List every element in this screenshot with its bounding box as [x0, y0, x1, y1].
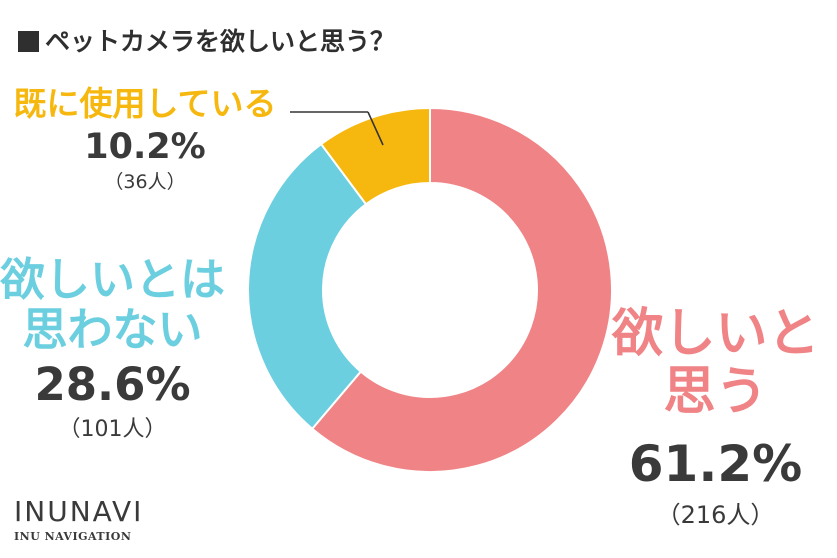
- chart-title: ペットカメラを欲しいと思う？: [18, 22, 395, 58]
- title-square-icon: [18, 31, 39, 52]
- label-want: 欲しいと 思う 61.2% （216人）: [608, 305, 823, 530]
- slice-label-notwant-line1: 欲しいとは: [0, 253, 226, 306]
- slice-percent-want: 61.2%: [628, 435, 803, 494]
- label-using: 既に使用している 10.2% （36人）: [10, 84, 280, 194]
- donut-slice-notwant: [247, 142, 368, 431]
- donut-slice-want: [310, 106, 613, 473]
- slice-count-using: （36人）: [104, 170, 186, 193]
- slice-percent-using: 10.2%: [84, 126, 206, 167]
- chart-title-text: ペットカメラを欲しいと思う？: [45, 27, 396, 56]
- slice-label-want-line1: 欲しいと: [611, 304, 820, 364]
- logo-main-text: INUNAVI: [14, 495, 144, 528]
- donut-slice-using: [319, 106, 431, 206]
- slice-label-using-line1: 既に使用している: [13, 84, 277, 123]
- logo-sub-text: INU NAVIGATION: [14, 530, 132, 543]
- label-notwant: 欲しいとは 思わない 28.6% （101人）: [0, 253, 226, 443]
- slice-percent-notwant: 28.6%: [34, 357, 191, 411]
- slice-count-want: （216人）: [656, 501, 775, 530]
- donut-slices: [247, 106, 613, 473]
- slice-label-want-line2: 思う: [663, 362, 768, 423]
- slice-label-notwant-line2: 思わない: [22, 303, 203, 357]
- leader-line-using-diagonal: [367, 111, 384, 146]
- slice-count-notwant: （101人）: [58, 416, 167, 442]
- inunavi-logo: INUNAVI INU NAVIGATION: [14, 495, 144, 544]
